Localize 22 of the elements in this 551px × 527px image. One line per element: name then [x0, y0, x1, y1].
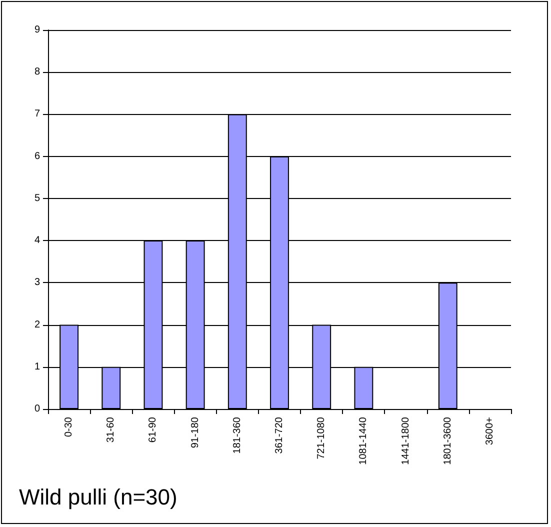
y-tick-label: 6 — [34, 150, 40, 162]
x-tick-label: 91-180 — [190, 416, 201, 448]
x-tick-label: 0-30 — [64, 416, 75, 438]
y-tick-label: 9 — [34, 24, 40, 36]
y-tick-label: 2 — [34, 319, 40, 330]
y-tick-label: 5 — [34, 192, 40, 204]
x-tick-label: 181-360 — [232, 416, 243, 454]
x-tick-label: 3600+ — [484, 416, 496, 446]
x-tick-label: 361-720 — [274, 416, 285, 454]
x-tick-label: 31-60 — [106, 416, 117, 443]
x-tick-label: 61-90 — [148, 416, 159, 443]
y-tick-label: 0 — [34, 404, 40, 414]
y-tick-label: 7 — [34, 108, 40, 120]
x-tick-label: 1081-1440 — [358, 416, 370, 465]
y-tick-label: 3 — [34, 277, 40, 288]
x-tick-label: 1441-1800 — [400, 416, 412, 465]
x-tick-label: 721-1080 — [316, 416, 328, 460]
y-tick-label: 1 — [34, 361, 40, 372]
text: Wild pulli (n=30) — [19, 484, 178, 510]
y-tick-label: 8 — [34, 66, 40, 78]
y-tick-label: 4 — [34, 235, 40, 246]
x-tick-label: 1801-3600 — [442, 416, 454, 465]
